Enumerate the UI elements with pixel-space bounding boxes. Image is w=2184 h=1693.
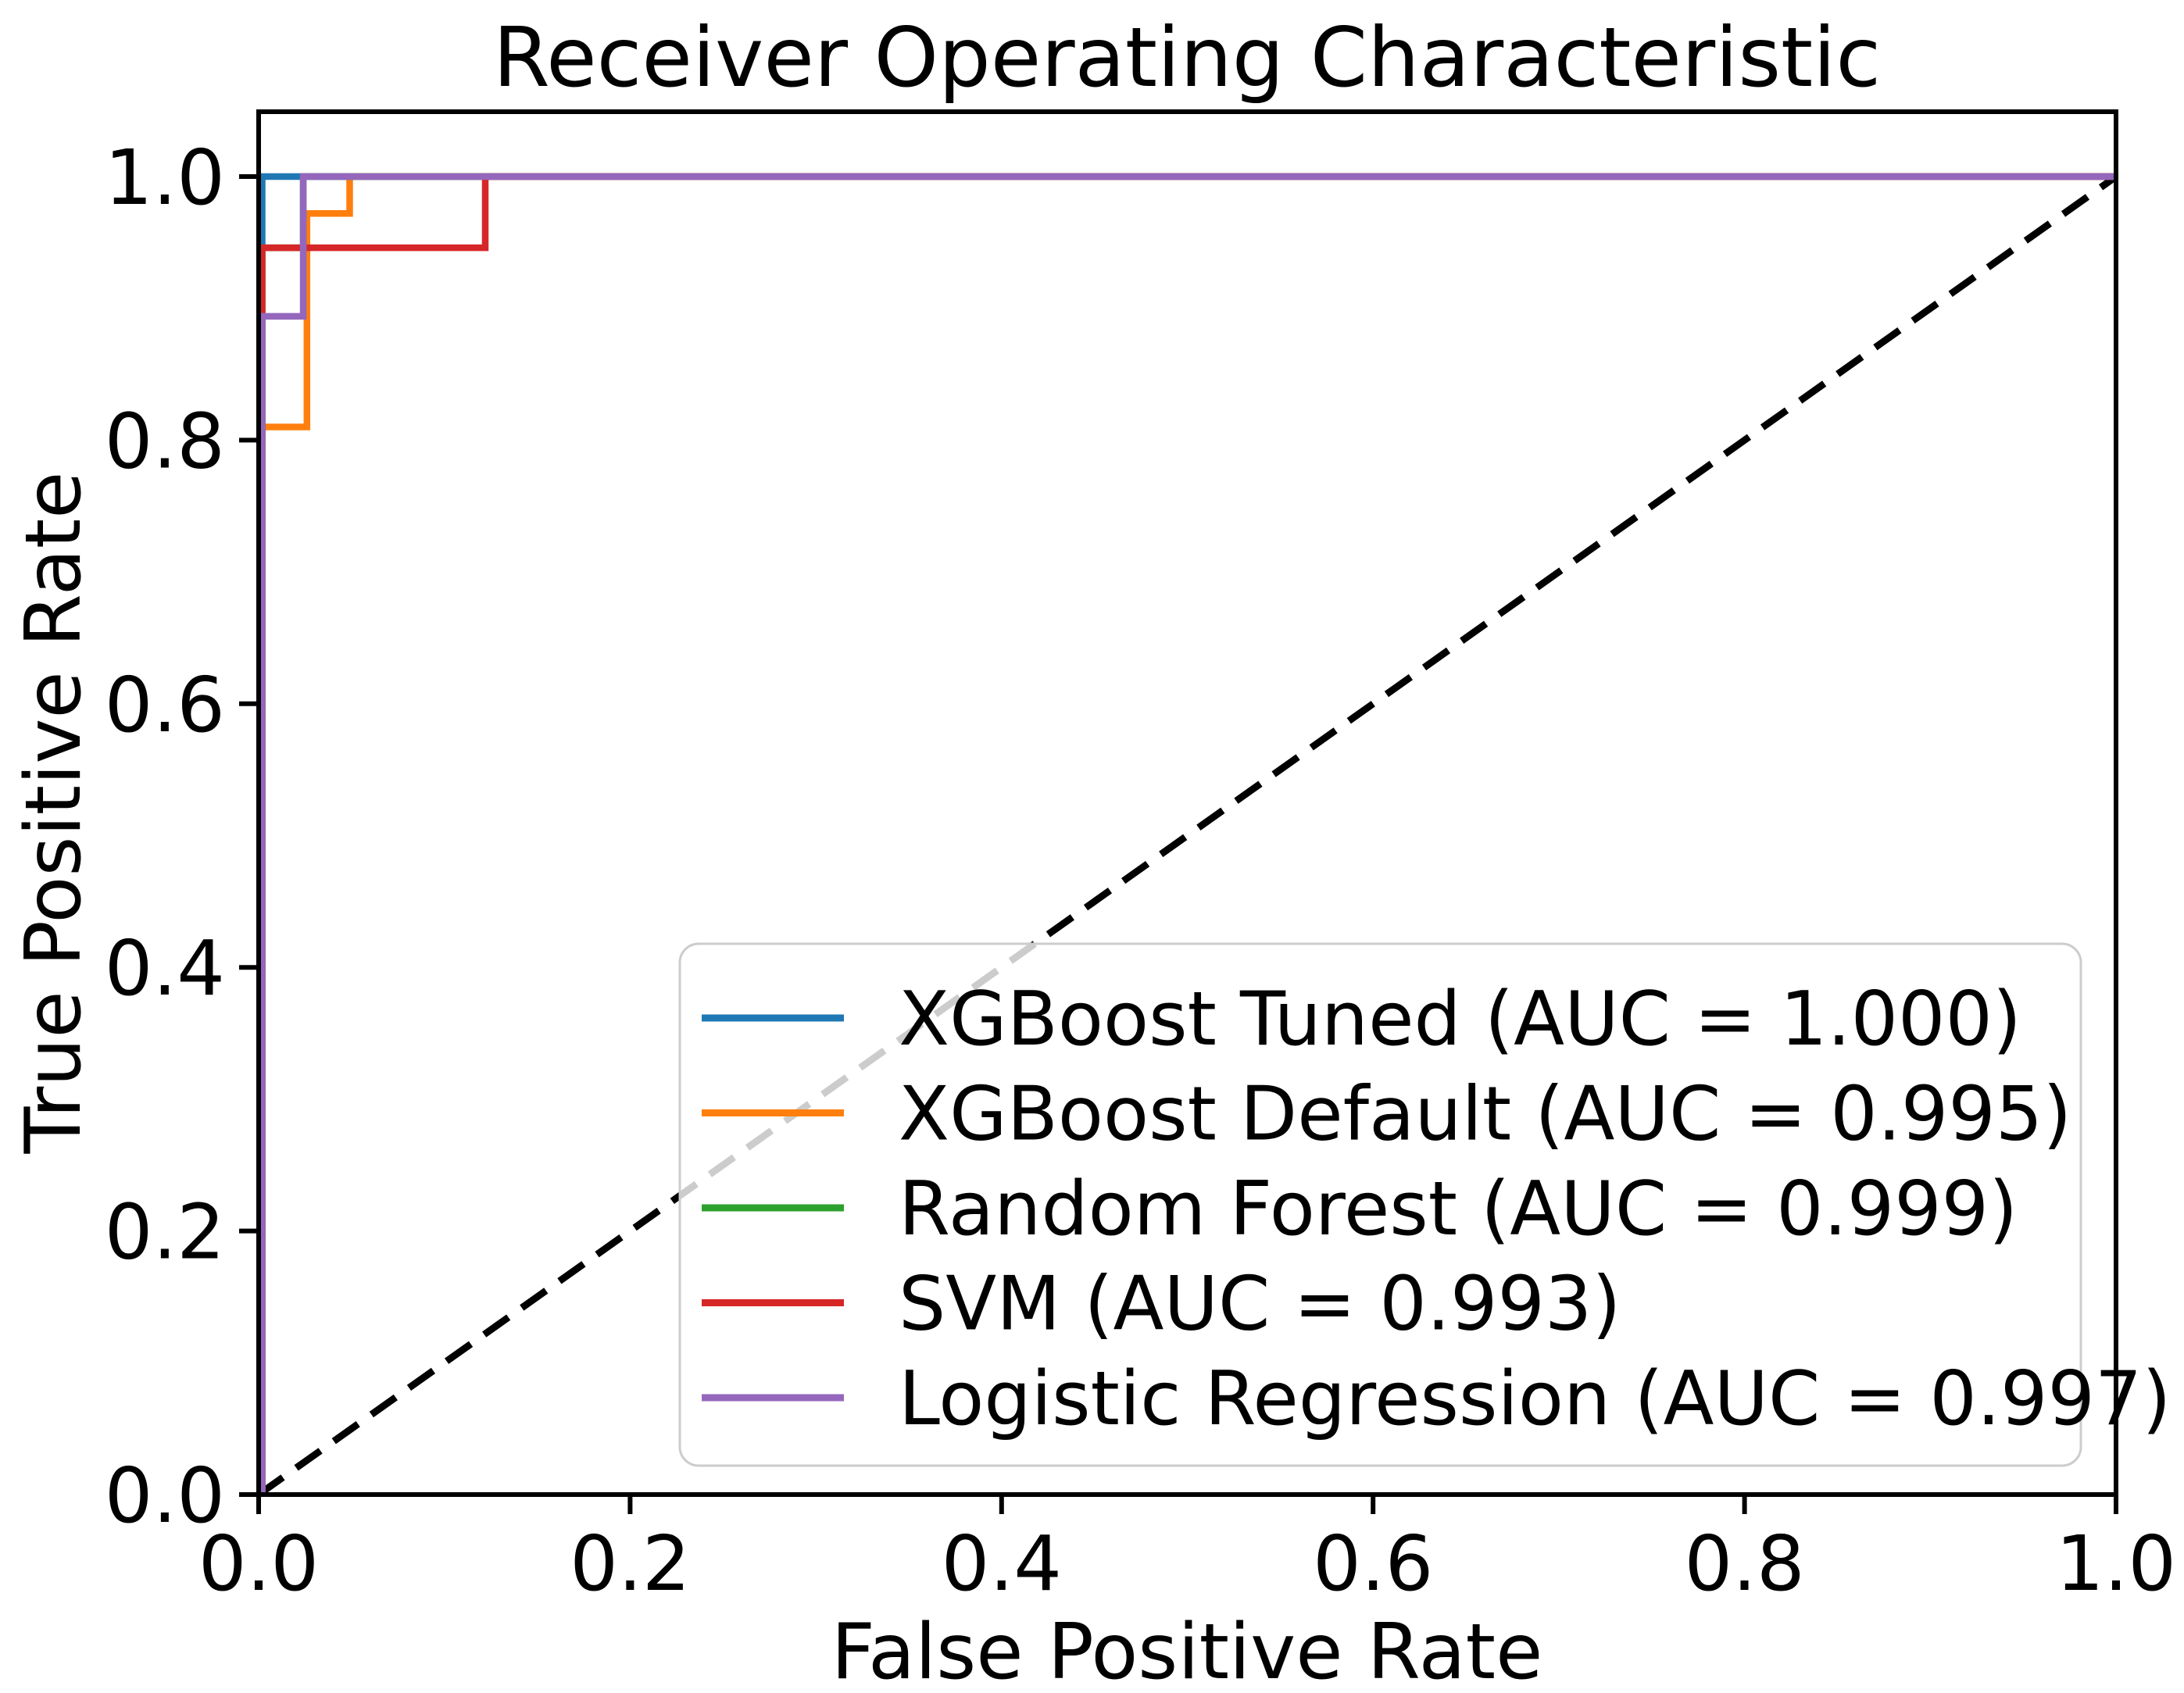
legend-label-xgboost-default: XGBoost Default (AUC = 0.995) bbox=[899, 1072, 2071, 1158]
y-tick-label: 0.6 bbox=[105, 661, 225, 749]
legend-entry-xgboost-default: XGBoost Default (AUC = 0.995) bbox=[702, 1072, 2071, 1158]
y-tick-label: 0.0 bbox=[105, 1452, 225, 1540]
x-tick-label: 0.4 bbox=[942, 1520, 1062, 1608]
legend-entry-xgboost-tuned: XGBoost Tuned (AUC = 1.000) bbox=[702, 977, 2021, 1063]
axes: 0.0 0.2 0.4 0.6 0.8 1.0 0.0 0.2 0.4 0.6 0.8 1.0 bbox=[105, 109, 2176, 1608]
legend-label-random-forest: Random Forest (AUC = 0.999) bbox=[899, 1166, 2018, 1252]
plot-area bbox=[256, 173, 2118, 1498]
y-tick-label: 0.2 bbox=[105, 1188, 225, 1277]
legend-entry-logistic-regression: Logistic Regression (AUC = 0.997) bbox=[702, 1356, 2171, 1442]
roc-curve-logistic-regression bbox=[259, 173, 2116, 1495]
y-tick-label: 1.0 bbox=[105, 134, 225, 222]
x-axis-ticks: 0.0 0.2 0.4 0.6 0.8 1.0 bbox=[198, 1495, 2176, 1608]
chart-title: Receiver Operating Characteristic bbox=[493, 10, 1881, 105]
x-tick-label: 1.0 bbox=[2056, 1520, 2176, 1608]
legend-label-xgboost-tuned: XGBoost Tuned (AUC = 1.000) bbox=[899, 977, 2021, 1063]
x-tick-label: 0.6 bbox=[1313, 1520, 1433, 1608]
legend-box bbox=[678, 942, 2082, 1467]
x-tick-label: 0.2 bbox=[570, 1520, 690, 1608]
legend-label-svm: SVM (AUC = 0.993) bbox=[899, 1262, 1621, 1348]
legend-entry-random-forest: Random Forest (AUC = 0.999) bbox=[702, 1166, 2018, 1252]
x-axis-label: False Positive Rate bbox=[831, 1608, 1543, 1693]
x-tick-label: 0.0 bbox=[198, 1520, 319, 1608]
y-tick-label: 0.4 bbox=[105, 924, 225, 1013]
y-axis-ticks: 0.0 0.2 0.4 0.6 0.8 1.0 bbox=[105, 134, 259, 1540]
legend-label-logistic-regression: Logistic Regression (AUC = 0.997) bbox=[899, 1356, 2171, 1442]
legend-entry-svm: SVM (AUC = 0.993) bbox=[702, 1262, 1621, 1348]
chance-diagonal-line bbox=[256, 173, 2118, 1498]
x-tick-label: 0.8 bbox=[1684, 1520, 1804, 1608]
y-tick-label: 0.8 bbox=[105, 397, 225, 485]
y-axis-label: True Positive Rate bbox=[9, 472, 98, 1155]
legend: XGBoost Tuned (AUC = 1.000) XGBoost Defau… bbox=[678, 942, 2171, 1467]
